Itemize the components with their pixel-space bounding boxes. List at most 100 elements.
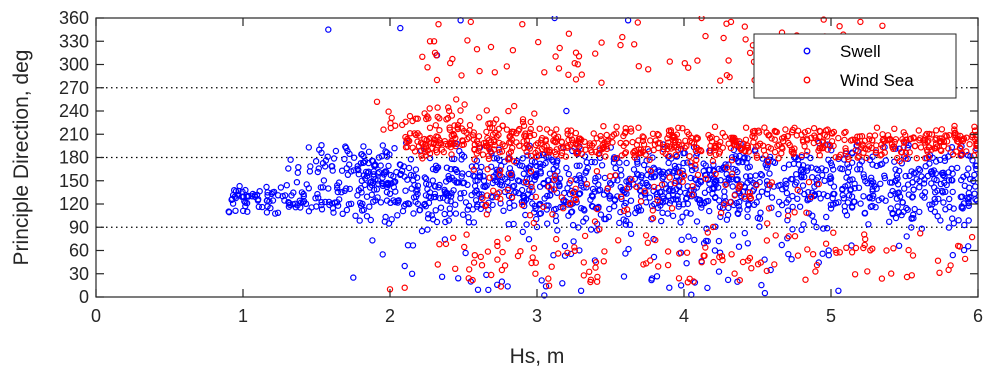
wind-sea-point [532, 149, 539, 157]
legend: Swell Wind Sea [753, 33, 957, 99]
wind-sea-point [536, 125, 543, 132]
wind-sea-point [731, 192, 738, 199]
wind-sea-point [620, 207, 628, 215]
wind-sea-point [392, 122, 399, 129]
swell-point [882, 157, 890, 164]
swell-point [789, 203, 796, 211]
swell-point [775, 210, 782, 218]
wind-sea-point [417, 148, 424, 155]
swell-point [442, 218, 449, 226]
swell-point [488, 193, 495, 200]
swell-point [916, 166, 924, 174]
swell-point [322, 157, 330, 164]
wind-sea-point [545, 183, 553, 190]
wind-sea-point [945, 266, 952, 274]
wind-sea-point [435, 21, 442, 28]
swell-point [724, 276, 732, 284]
wind-sea-point [803, 209, 810, 216]
wind-sea-point [647, 167, 655, 175]
wind-sea-point [600, 258, 608, 265]
wind-sea-point [665, 127, 673, 134]
wind-sea-point [924, 138, 931, 145]
swell-point [678, 236, 685, 243]
swell-point [783, 189, 791, 197]
wind-sea-point [436, 140, 443, 147]
swell-point [886, 218, 893, 225]
wind-sea-point [899, 136, 906, 143]
wind-sea-point [417, 139, 425, 146]
swell-point [533, 223, 541, 231]
swell-point [860, 193, 867, 200]
wind-sea-point [951, 126, 958, 133]
wind-sea-point [634, 19, 642, 26]
swell-point [538, 277, 545, 284]
swell-point [869, 202, 876, 210]
wind-sea-point [858, 132, 866, 140]
swell-point [285, 165, 292, 172]
swell-point [847, 186, 855, 193]
wind-sea-point [571, 247, 579, 254]
swell-point [809, 173, 816, 181]
wind-sea-point [572, 76, 580, 83]
wind-sea-point [411, 130, 418, 137]
swell-point [892, 214, 900, 222]
wind-sea-point [784, 133, 791, 140]
swell-point [683, 260, 690, 267]
swell-point [542, 159, 549, 167]
swell-point [868, 177, 875, 184]
swell-point [458, 173, 465, 180]
swell-point [582, 169, 589, 176]
wind-sea-point [640, 134, 647, 141]
swell-point [330, 155, 338, 162]
wind-sea-point [493, 193, 501, 201]
wind-sea-point [763, 237, 771, 244]
legend-label: Swell [840, 42, 881, 61]
wind-sea-point [586, 142, 593, 149]
wind-sea-point [830, 128, 838, 136]
wind-sea-point [473, 46, 481, 53]
wind-sea-point [807, 193, 815, 201]
wind-sea-point [679, 124, 686, 132]
wind-sea-point [558, 138, 566, 146]
swell-point [830, 166, 837, 173]
wind-sea-point [572, 129, 580, 137]
wind-sea-point [720, 34, 727, 42]
wind-sea-point [535, 38, 542, 46]
swell-point [605, 213, 613, 221]
wind-sea-point [460, 141, 467, 148]
swell-point [882, 197, 889, 204]
swell-point [520, 170, 528, 177]
wind-sea-point [647, 257, 654, 264]
wind-sea-point [739, 258, 747, 266]
wind-sea-point [631, 41, 638, 48]
wind-sea-point [842, 128, 849, 136]
swell-point [824, 224, 831, 232]
swell-point [706, 180, 713, 187]
swell-point [898, 211, 905, 219]
swell-point [729, 232, 737, 239]
wind-sea-point [483, 107, 490, 114]
wind-sea-point [966, 140, 973, 148]
wind-sea-point [564, 127, 571, 134]
swell-point [392, 188, 399, 195]
swell-point [622, 221, 630, 228]
swell-point [242, 186, 249, 194]
wind-sea-point [592, 50, 599, 57]
swell-point [236, 182, 243, 190]
swell-point [684, 200, 692, 208]
wind-sea-point [741, 23, 749, 30]
swell-point [825, 156, 832, 163]
swell-point [873, 185, 880, 192]
wind-sea-point [852, 244, 860, 252]
swell-point [444, 190, 451, 197]
swell-point [916, 183, 923, 191]
wind-sea-point [782, 126, 789, 133]
wind-sea-point [498, 148, 506, 155]
swell-point [768, 194, 776, 201]
swell-point [887, 191, 894, 199]
wind-sea-point [794, 186, 801, 194]
swell-point [801, 190, 808, 198]
wind-sea-point [401, 284, 408, 291]
swell-point [758, 188, 766, 195]
swell-point [814, 166, 822, 174]
